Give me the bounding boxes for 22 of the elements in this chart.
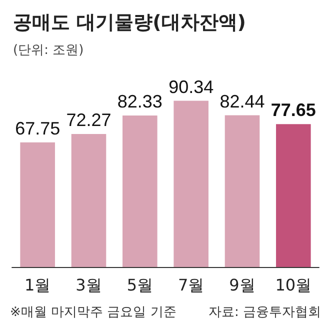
bar [224,115,260,267]
bar [174,100,208,267]
x-tick-label: 10월 [275,276,312,294]
data-label: 82.33 [117,92,162,112]
x-tick-label: 7월 [178,276,204,294]
data-label: 90.34 [168,76,214,97]
x-tick-label: 9월 [229,276,256,294]
bar [276,124,311,267]
bar [20,142,55,267]
data-label: 67.75 [15,118,60,138]
chart-subtitle: (단위: 조원) [13,43,84,58]
x-tick-label: 3월 [76,276,102,294]
bar [122,116,158,267]
text: 자료: 금융투자협회 [208,305,322,320]
x-tick-label: 1월 [24,276,51,294]
bar [71,134,106,267]
chart-title: 공매도 대기물량(대차잔액) [13,12,246,34]
data-label: 77.65 [270,100,316,120]
x-tick-label: 5월 [126,276,154,294]
data-label: 72.27 [66,110,112,130]
data-label: 82.44 [220,91,265,112]
text: ※매월 마지막주 금요일 기준 [10,305,176,320]
